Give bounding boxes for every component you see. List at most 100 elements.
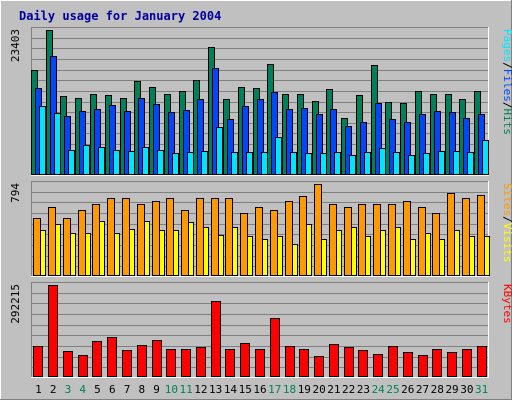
chart-panel-3: 292215 KBytes (9, 282, 512, 378)
x-tick-label: 15 (239, 383, 252, 396)
bar-pages (423, 153, 430, 175)
x-tick-label: 26 (401, 383, 414, 396)
bar-kbytes (78, 355, 88, 377)
bar-sites (447, 193, 455, 276)
bar-pages (393, 152, 400, 175)
x-tick-label: 4 (79, 383, 86, 396)
x-tick-label: 12 (194, 383, 207, 396)
bar-sites (63, 218, 71, 276)
bar-kbytes (447, 352, 457, 377)
legend-hits: Hits (501, 109, 512, 136)
x-tick-label: 21 (327, 383, 340, 396)
x-tick-label: 6 (109, 383, 116, 396)
bar-sites (33, 218, 41, 276)
bar-pages (482, 140, 489, 175)
bar-kbytes (299, 349, 309, 377)
bar-kbytes (462, 349, 472, 377)
bar-sites (344, 207, 352, 276)
bar-pages (157, 150, 164, 175)
bar-pages (261, 152, 268, 175)
bar-kbytes (152, 340, 162, 377)
bar-sites (299, 196, 307, 276)
x-tick-label: 23 (357, 383, 370, 396)
bar-pages (39, 106, 46, 175)
x-tick-label: 31 (475, 383, 488, 396)
bar-pages (453, 151, 460, 175)
bar-pages (305, 153, 312, 175)
bar-sites (477, 195, 485, 276)
y-axis-max-label: 23403 (9, 29, 22, 62)
bar-sites (107, 198, 115, 276)
bar-sites (373, 204, 381, 276)
bar-sites (432, 213, 440, 276)
x-tick-label: 19 (298, 383, 311, 396)
bar-pages (379, 148, 386, 175)
bar-sites (122, 198, 130, 276)
bar-pages (128, 151, 135, 175)
bar-pages (201, 151, 208, 175)
x-tick-label: 27 (416, 383, 429, 396)
x-tick-label: 18 (283, 383, 296, 396)
bar-kbytes (48, 285, 58, 377)
chart-title: Daily usage for January 2004 (19, 9, 221, 23)
x-tick-label: 8 (138, 383, 145, 396)
bar-sites (166, 198, 174, 276)
bar-files (345, 126, 352, 175)
bar-sites (418, 207, 426, 276)
bar-sites (285, 201, 293, 276)
bar-kbytes (314, 356, 324, 377)
bar-kbytes (285, 346, 295, 377)
bar-pages (320, 153, 327, 175)
bar-kbytes (33, 346, 43, 377)
x-tick-label: 24 (372, 383, 386, 396)
x-tick-label: 5 (94, 383, 101, 396)
bar-kbytes (166, 349, 176, 377)
bar-kbytes (240, 343, 250, 377)
bar-kbytes (225, 349, 235, 377)
y-axis-max-label: 292215 (9, 284, 22, 324)
x-tick-label: 9 (153, 383, 160, 396)
bar-files (286, 109, 293, 175)
bar-kbytes (344, 347, 354, 377)
bar-sites (225, 198, 233, 276)
bar-files (168, 112, 175, 175)
bar-files (94, 109, 101, 175)
series-legend: Sites/Visits (501, 183, 512, 263)
bar-files (419, 114, 426, 175)
bar-kbytes (403, 352, 413, 377)
bar-pages (142, 147, 149, 175)
bar-kbytes (211, 301, 221, 377)
bar-pages (83, 145, 90, 175)
bar-kbytes (477, 346, 487, 377)
bar-pages (408, 155, 415, 175)
bar-files (404, 122, 411, 175)
x-tick-label: 25 (386, 383, 399, 396)
legend-sites: Sites (501, 183, 512, 216)
bar-files (138, 98, 145, 175)
legend-separator: / (501, 62, 512, 69)
bar-sites (314, 184, 322, 276)
legend-visits: Visits (501, 223, 512, 263)
bar-pages (349, 155, 356, 175)
bar-files (434, 111, 441, 175)
x-tick-label: 10 (165, 383, 178, 396)
chart-panel-2: 794 Sites/Visits (9, 181, 512, 277)
x-tick-label: 3 (65, 383, 72, 396)
bar-pages (98, 147, 105, 175)
legend-separator: / (501, 102, 512, 109)
bar-kbytes (196, 347, 206, 377)
bar-files (109, 105, 116, 175)
bar-sites (92, 204, 100, 276)
legend-separator: / (501, 216, 512, 223)
bar-sites (329, 204, 337, 276)
bar-pages (467, 152, 474, 175)
bar-sites (462, 198, 470, 276)
bar-sites (137, 204, 145, 276)
bar-files (227, 119, 234, 175)
x-tick-label: 20 (312, 383, 325, 396)
bar-kbytes (388, 346, 398, 377)
legend-files: Files (501, 69, 512, 102)
bar-pages (290, 152, 297, 175)
